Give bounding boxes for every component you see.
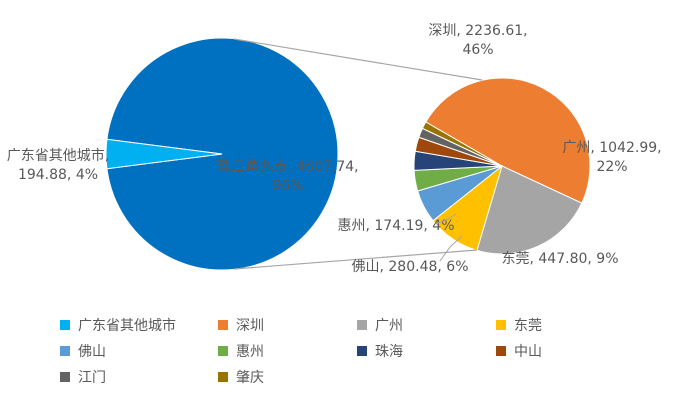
secondary-pie-slice-1 <box>476 165 583 255</box>
legend-label: 深圳 <box>236 318 264 334</box>
main-pie-slice-1 <box>105 138 223 170</box>
secondary-slice-label-2: 东莞, 447.80, 9% <box>502 251 619 267</box>
legend-label: 中山 <box>514 344 542 360</box>
connector-line-bottom <box>233 249 478 270</box>
main-slice-label-0-line-1: 珠三角九市, 4607.74, <box>217 158 358 175</box>
legend-item: 珠海 <box>357 340 403 362</box>
legend-item: 江门 <box>60 366 106 388</box>
main-pie-slice-0 <box>106 37 339 271</box>
legend-item: 佛山 <box>60 340 106 362</box>
legend-item: 肇庆 <box>218 366 264 388</box>
secondary-slice-label-3-leader <box>439 235 463 262</box>
legend-label: 东莞 <box>514 318 542 334</box>
legend-swatch <box>218 346 228 356</box>
legend-swatch <box>60 372 70 382</box>
main-slice-label-0-line-2: 96% <box>272 178 303 194</box>
legend-label: 肇庆 <box>236 370 264 386</box>
secondary-slice-label-1: 广州, 1042.99, 22% <box>562 140 661 175</box>
secondary-pie-slice-0 <box>425 77 591 204</box>
legend-label: 广州 <box>375 318 403 334</box>
connector-line-top <box>233 38 483 81</box>
legend-swatch <box>60 320 70 330</box>
legend-label: 广东省其他城市 <box>78 318 176 334</box>
secondary-slice-label-0-line-2: 46% <box>462 42 493 58</box>
chart-legend: 广东省其他城市 深圳 广州 东莞佛山 惠州 珠海 中山江门 肇庆 <box>60 314 660 394</box>
legend-swatch <box>218 320 228 330</box>
legend-swatch <box>357 346 367 356</box>
secondary-slice-label-0-line-1: 深圳, 2236.61, <box>428 23 527 39</box>
legend-item: 深圳 <box>218 314 264 336</box>
legend-label: 珠海 <box>375 344 403 360</box>
secondary-slice-label-4-line-1: 惠州, 174.19, 4% <box>338 218 455 234</box>
legend-item: 中山 <box>496 340 542 362</box>
secondary-slice-label-1-line-2: 22% <box>596 159 627 175</box>
legend-swatch <box>496 346 506 356</box>
secondary-slice-label-4: 惠州, 174.19, 4% <box>338 213 457 234</box>
legend-item: 惠州 <box>218 340 264 362</box>
legend-item: 东莞 <box>496 314 542 336</box>
legend-item: 广东省其他城市 <box>60 314 176 336</box>
legend-swatch <box>357 320 367 330</box>
legend-label: 佛山 <box>78 344 106 360</box>
secondary-slice-label-3-line-1: 佛山, 280.48, 6% <box>352 259 469 275</box>
main-slice-label-1-line-1: 广东省其他城市, <box>7 147 109 164</box>
secondary-pie-slice-8 <box>421 121 503 167</box>
legend-label: 惠州 <box>236 344 264 360</box>
legend-label: 江门 <box>78 370 106 386</box>
legend-swatch <box>496 320 506 330</box>
main-slice-label-0: 珠三角九市, 4607.74, 96% <box>217 158 358 194</box>
legend-swatch <box>60 346 70 356</box>
secondary-slice-label-1-line-1: 广州, 1042.99, <box>562 140 661 156</box>
legend-item: 广州 <box>357 314 403 336</box>
main-slice-label-1: 广东省其他城市, 194.88, 4% <box>7 147 109 183</box>
main-slice-label-1-line-2: 194.88, 4% <box>18 167 98 183</box>
legend-swatch <box>218 372 228 382</box>
secondary-slice-label-0: 深圳, 2236.61, 46% <box>428 23 527 58</box>
secondary-slice-label-4-leader <box>435 213 457 225</box>
secondary-slice-label-3: 佛山, 280.48, 6% <box>352 235 469 275</box>
secondary-slice-label-2-line-1: 东莞, 447.80, 9% <box>502 251 619 267</box>
